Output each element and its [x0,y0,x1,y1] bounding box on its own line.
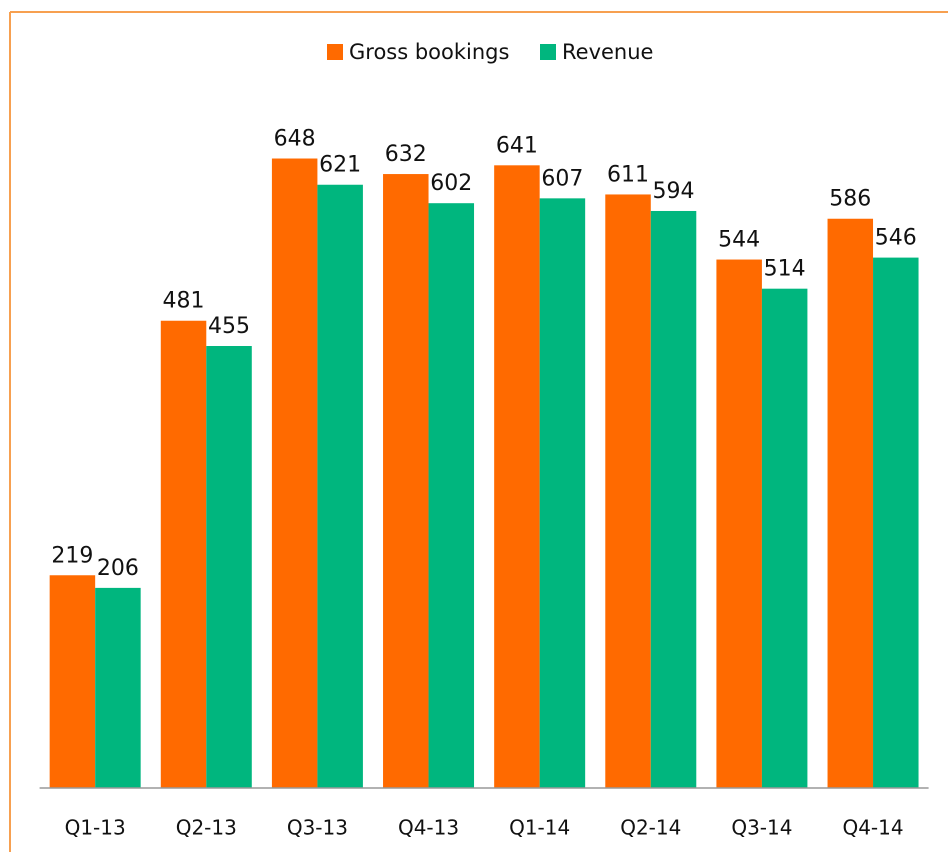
data-label: 602 [430,171,472,196]
bar [49,575,96,788]
bar [383,174,429,789]
bar [716,259,762,788]
data-label: 632 [385,142,427,167]
x-tick-label: Q3-13 [287,816,348,840]
data-label: 546 [875,226,917,251]
x-tick-label: Q2-14 [620,816,681,840]
legend-swatch [540,44,556,60]
x-tick-label: Q4-13 [398,816,459,840]
bar [160,320,207,788]
data-label: 641 [496,133,538,158]
bar [317,184,363,788]
x-tick-label: Q4-14 [842,816,903,840]
data-label: 621 [319,153,361,178]
data-label: 594 [653,179,695,204]
x-tick-label: Q1-14 [509,816,570,840]
data-label: 481 [163,289,205,314]
bar [271,158,318,788]
bar [650,210,697,788]
bar [873,257,919,789]
bar [428,203,475,788]
x-tick-label: Q1-13 [65,816,126,840]
bar [827,218,874,788]
data-label: 607 [541,166,583,191]
data-label: 206 [97,556,139,581]
x-tick-label: Q3-14 [731,816,792,840]
legend-swatch [327,44,343,60]
legend-label: Gross bookings [349,40,509,64]
data-label: 455 [208,314,250,339]
data-label: 514 [764,257,806,282]
data-label: 586 [829,187,871,212]
bar [539,198,586,789]
bar [494,165,540,789]
bar [761,288,808,788]
data-label: 611 [607,162,649,187]
data-label: 544 [718,228,760,253]
bar [206,346,252,788]
data-label: 219 [51,543,93,568]
legend-label: Revenue [562,40,653,64]
data-label: 648 [274,127,316,152]
x-tick-label: Q2-13 [176,816,237,840]
bar [605,194,651,788]
bar [95,587,141,788]
